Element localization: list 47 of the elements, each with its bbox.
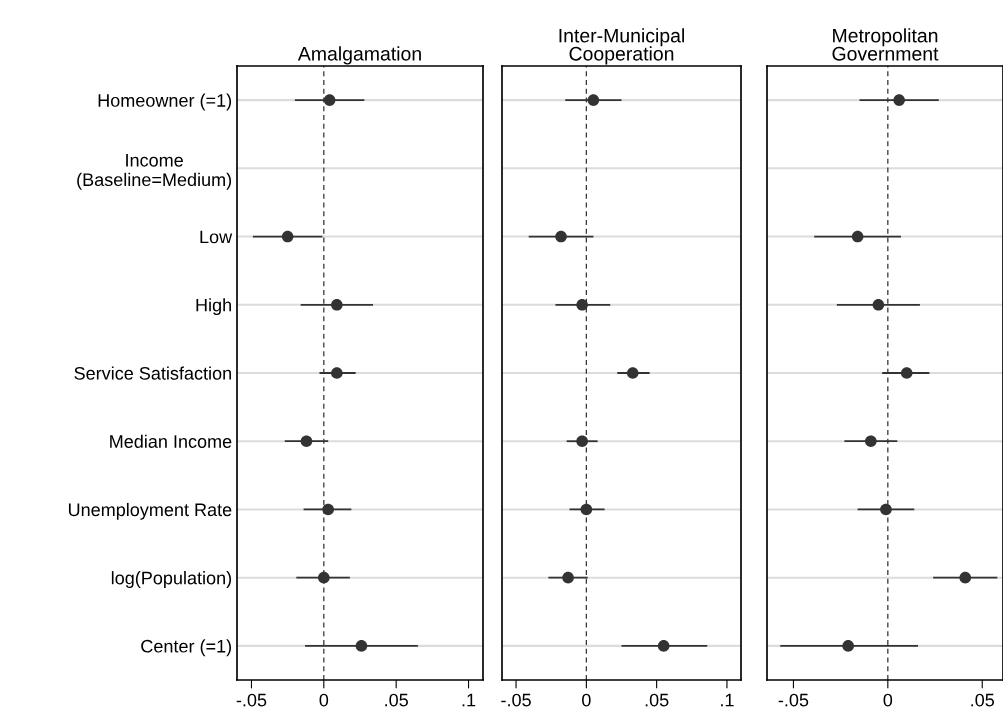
point [281, 230, 294, 243]
point [587, 94, 600, 106]
y-tick-label: Unemployment Rate [68, 502, 232, 520]
point [331, 367, 343, 379]
y-tick-label: High [196, 298, 231, 316]
y-tick-label: Homeowner (=1) [98, 93, 232, 111]
point [576, 435, 588, 448]
x-tick-label: .1 [462, 693, 476, 707]
point [331, 298, 343, 311]
y-tick-label: Income (Baseline=Medium) [77, 154, 232, 190]
point [576, 298, 588, 311]
point [893, 94, 905, 106]
x-tick-label: .05 [645, 693, 669, 707]
point [318, 571, 330, 584]
point [626, 367, 639, 379]
x-tick-label: -.05 [236, 693, 267, 707]
y-tick-label: log(Population) [111, 571, 232, 588]
point [880, 503, 892, 516]
point [323, 94, 336, 106]
x-tick-label: 0 [319, 693, 329, 707]
x-tick-label: .1 [721, 693, 734, 707]
point [562, 571, 574, 584]
point [872, 298, 885, 311]
point [322, 503, 334, 516]
y-tick-label: Center (=1) [141, 639, 232, 657]
y-tick-label: Low [200, 230, 233, 244]
point [300, 435, 313, 448]
point [657, 640, 670, 652]
point [555, 230, 567, 243]
x-tick-label: .05 [971, 693, 995, 707]
point [865, 435, 877, 448]
chart-title: Metropolitan Government [832, 28, 939, 61]
x-tick-label: 0 [582, 693, 591, 707]
x-tick-label: -.05 [778, 693, 809, 707]
point [842, 640, 854, 652]
chart-title: Inter-Municipal Cooperation [559, 28, 684, 65]
chart-title: Amalgamation [297, 46, 421, 65]
x-tick-label: -.05 [501, 693, 531, 707]
y-tick-label: Service Satisfaction [74, 366, 231, 380]
point [580, 503, 593, 516]
point [851, 230, 864, 243]
x-tick-label: 0 [883, 693, 893, 707]
point [959, 571, 972, 584]
point [900, 367, 913, 379]
y-tick-label: Median Income [110, 434, 232, 448]
x-tick-label: .05 [385, 693, 408, 707]
point [355, 640, 368, 652]
